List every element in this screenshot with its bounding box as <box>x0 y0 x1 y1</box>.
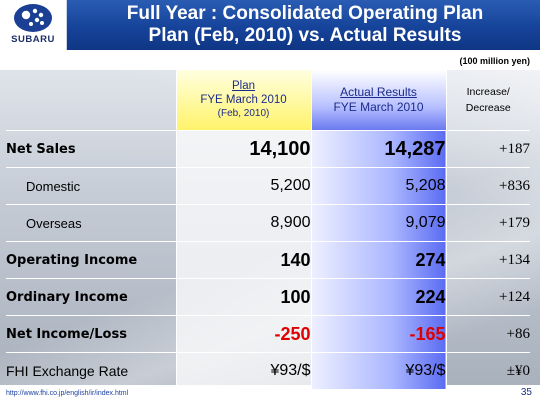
row-label: FHI Exchange Rate <box>6 352 176 390</box>
units-note: (100 million yen) <box>459 56 530 66</box>
table-row-operating-income: Operating Income 140 274 +134 <box>6 241 530 279</box>
actual-header-period: FYE March 2010 <box>333 100 424 114</box>
actual-cell: 14,287 <box>310 130 446 168</box>
row-label: Operating Income <box>6 241 176 279</box>
row-label: Overseas <box>6 204 176 242</box>
plan-header-period: FYE March 2010 <box>200 94 287 106</box>
change-cell: +86 <box>445 315 530 353</box>
table-row-overseas: Overseas 8,900 9,079 +179 <box>6 204 530 242</box>
plan-value: 5,200 <box>270 177 311 194</box>
row-label: Net Sales <box>6 130 176 168</box>
actual-value: 14,287 <box>384 137 446 160</box>
page-title: Full Year : Consolidated Operating Plan … <box>70 3 540 47</box>
change-cell: +124 <box>445 278 530 316</box>
change-cell: +187 <box>445 130 530 168</box>
actual-value: ¥93/$ <box>405 362 446 379</box>
plan-cell: 14,100 <box>175 130 311 168</box>
actual-value: 9,079 <box>405 214 446 231</box>
actual-cell: -165 <box>310 315 446 353</box>
plan-cell: 8,900 <box>175 204 311 242</box>
actual-value: 224 <box>415 286 446 307</box>
plan-cell: 100 <box>175 278 311 316</box>
plan-header-title: Plan <box>231 80 256 92</box>
plan-value: -250 <box>274 323 311 344</box>
subaru-logo: SUBARU <box>0 0 67 50</box>
actual-cell: ¥93/$ <box>310 352 446 390</box>
table-row-net-income: Net Income/Loss -250 -165 +86 <box>6 315 530 353</box>
change-cell: +134 <box>445 241 530 279</box>
actual-value: 274 <box>415 249 446 270</box>
actual-header-title: Actual Results <box>340 85 417 99</box>
plan-value: ¥93/$ <box>270 362 311 379</box>
row-label: Domestic <box>6 167 176 205</box>
logo-text: SUBARU <box>11 34 55 45</box>
actual-cell: 9,079 <box>310 204 446 242</box>
pleiades-icon <box>14 4 52 32</box>
plan-value: 14,100 <box>249 137 311 160</box>
change-cell: +836 <box>445 167 530 205</box>
actual-column-header: Actual Results FYE March 2010 <box>310 70 446 131</box>
row-label: Net Income/Loss <box>6 315 176 353</box>
actual-cell: 224 <box>310 278 446 316</box>
title-line-2: Plan (Feb, 2010) vs. Actual Results <box>148 25 462 46</box>
actual-value: 5,208 <box>405 177 446 194</box>
plan-header-date: (Feb, 2010) <box>217 108 270 119</box>
title-line-1: Full Year : Consolidated Operating Plan <box>126 3 484 24</box>
table-row-net-sales: Net Sales 14,100 14,287 +187 <box>6 130 530 168</box>
plan-value: 8,900 <box>270 214 311 231</box>
actual-cell: 274 <box>310 241 446 279</box>
footer-url-link[interactable]: http://www.fhi.co.jp/english/ir/index.ht… <box>6 390 129 397</box>
row-label: Ordinary Income <box>6 278 176 316</box>
plan-cell: -250 <box>175 315 311 353</box>
increase-header-line1: Increase/ <box>466 86 510 98</box>
change-cell: +179 <box>445 204 530 242</box>
title-bar: SUBARU Full Year : Consolidated Operatin… <box>0 0 540 50</box>
plan-cell: 140 <box>175 241 311 279</box>
table-header-row: Plan FYE March 2010 (Feb, 2010) Actual R… <box>6 70 530 131</box>
header-empty-cell <box>6 70 176 131</box>
plan-cell: ¥93/$ <box>175 352 311 390</box>
results-table: Plan FYE March 2010 (Feb, 2010) Actual R… <box>6 70 530 390</box>
page-number: 35 <box>520 387 532 398</box>
plan-value: 140 <box>280 249 311 270</box>
table-row-ordinary-income: Ordinary Income 100 224 +124 <box>6 278 530 316</box>
table-row-domestic: Domestic 5,200 5,208 +836 <box>6 167 530 205</box>
increase-column-header: Increase/ Decrease <box>445 70 530 131</box>
change-cell: ±¥0 <box>445 352 530 390</box>
plan-cell: 5,200 <box>175 167 311 205</box>
table-row-exchange-rate: FHI Exchange Rate ¥93/$ ¥93/$ ±¥0 <box>6 352 530 390</box>
actual-value: -165 <box>409 323 446 344</box>
actual-cell: 5,208 <box>310 167 446 205</box>
plan-value: 100 <box>280 286 311 307</box>
plan-column-header: Plan FYE March 2010 (Feb, 2010) <box>175 70 311 131</box>
increase-header-line2: Decrease <box>465 102 511 114</box>
